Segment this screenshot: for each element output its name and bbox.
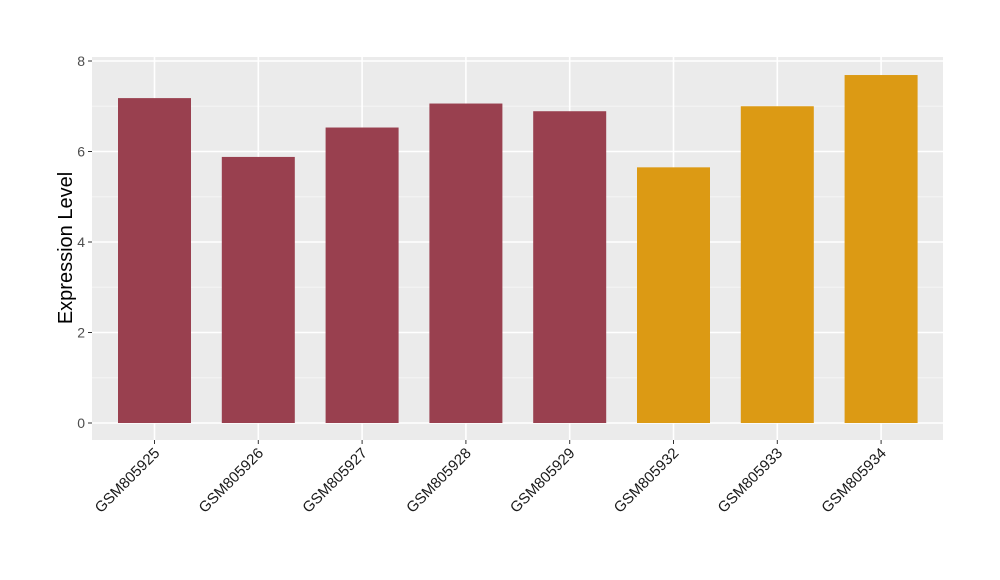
x-tick-label: GSM805928	[403, 445, 475, 517]
y-tick-label: 4	[77, 234, 85, 250]
bar-GSM805926	[221, 156, 295, 423]
bar-GSM805929	[533, 111, 607, 423]
bar-GSM805933	[740, 106, 814, 423]
bar-GSM805927	[325, 127, 399, 423]
x-tick-label: GSM805932	[611, 445, 683, 517]
y-tick-label: 6	[77, 144, 85, 160]
x-tick-label: GSM805925	[92, 445, 164, 517]
plot-panel	[92, 57, 943, 440]
x-tick-label: GSM805934	[818, 445, 890, 517]
bar-GSM805925	[118, 98, 191, 423]
bar-GSM805934	[844, 75, 918, 423]
x-tick-label: GSM805926	[196, 445, 268, 517]
y-axis-title: Expression Level	[55, 172, 77, 324]
x-axis: GSM805925 GSM805926 GSM805927 GSM805928 GSM8…	[92, 440, 890, 516]
x-tick-label: GSM805933	[715, 445, 787, 517]
x-tick-label: GSM805927	[299, 445, 371, 517]
x-tick-label: GSM805929	[507, 445, 579, 517]
bar-GSM805928	[429, 103, 503, 423]
y-axis: 0 2 4 6 8	[77, 53, 92, 431]
y-tick-label: 8	[77, 53, 85, 69]
bars-group	[118, 75, 918, 423]
y-tick-label: 2	[77, 325, 85, 341]
y-tick-label: 0	[77, 415, 85, 431]
bar-GSM805932	[637, 167, 710, 423]
